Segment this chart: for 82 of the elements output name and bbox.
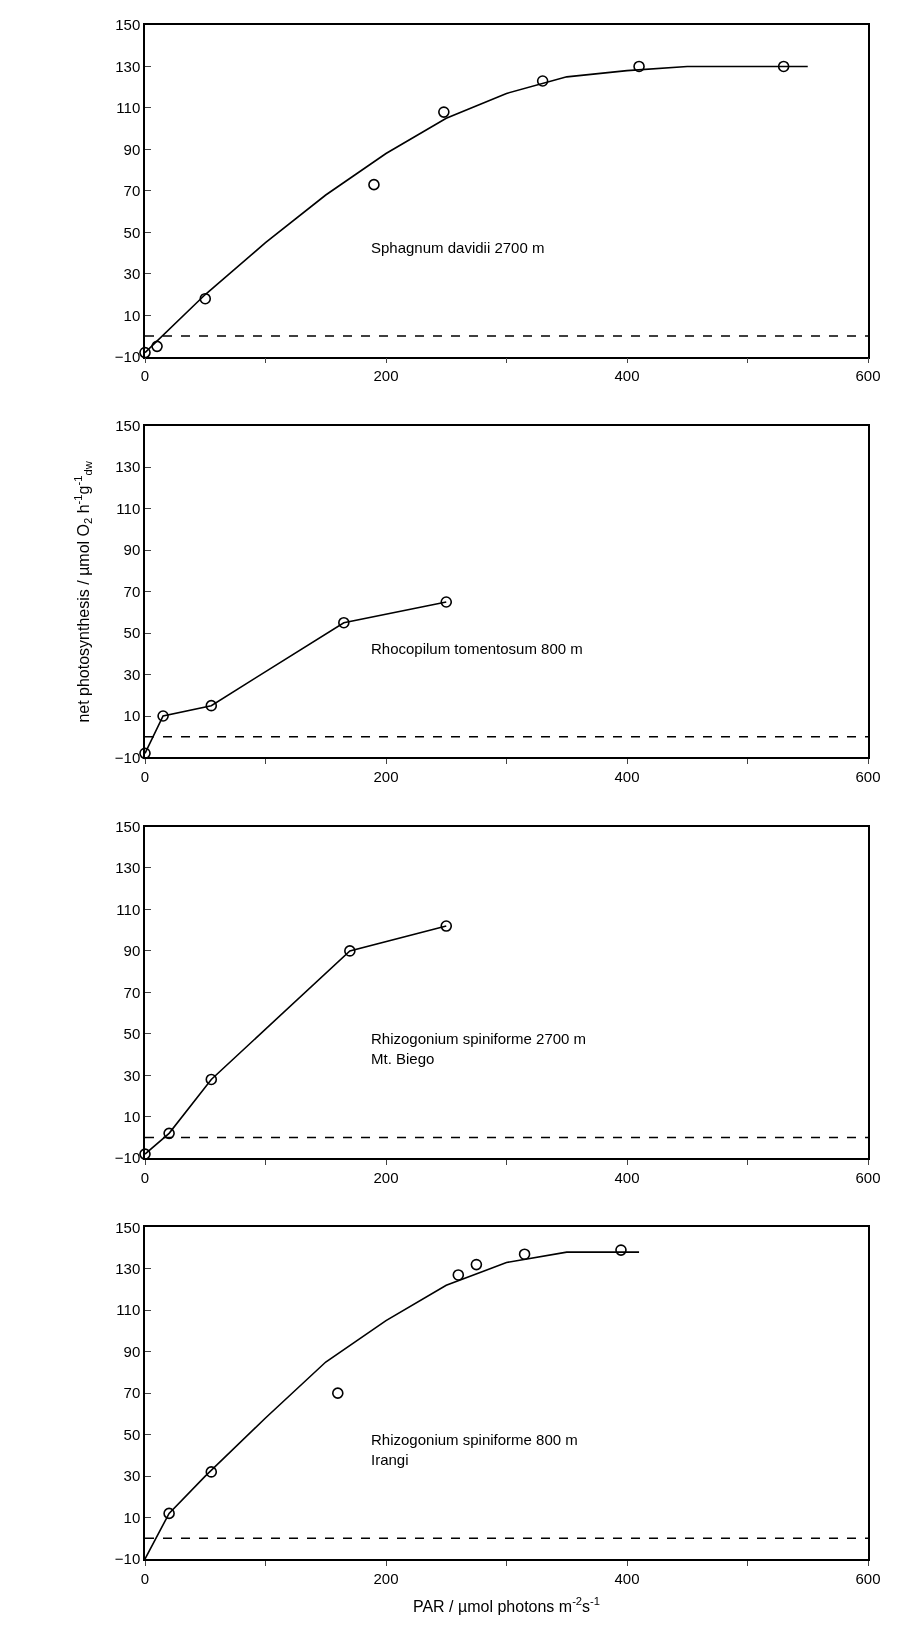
y-tick-label: 110: [116, 499, 141, 517]
x-axis-title: PAR / µmol photons m$^{-2}$s$^{-1}$: [412, 1595, 601, 1615]
y-tick-label: 70: [123, 582, 141, 600]
point: [139, 1148, 151, 1160]
x-tick-label: 600: [855, 768, 881, 786]
y-tick-label: 10: [123, 1108, 141, 1126]
point: [151, 340, 163, 353]
x-tick-label: 0: [140, 1569, 150, 1587]
x-tick-label: 200: [373, 367, 399, 385]
point: [332, 1387, 344, 1399]
point: [344, 945, 356, 957]
point: [338, 616, 350, 629]
y-tick-label: 10: [123, 707, 141, 725]
y-tick-label: 50: [123, 1425, 141, 1443]
y-tick-label: 90: [123, 541, 141, 559]
x-tick-label: 0: [140, 768, 150, 786]
point: [633, 60, 645, 73]
point: [452, 1269, 465, 1281]
y-tick-label: 70: [123, 1384, 141, 1402]
y-tick-label: 110: [116, 900, 141, 918]
point: [205, 1073, 218, 1086]
x-tick-label: 600: [855, 367, 881, 385]
point: [368, 178, 380, 191]
y-tick-label: 50: [123, 1025, 141, 1043]
y-tick-label: 150: [115, 817, 141, 835]
x-tick-label: 0: [140, 367, 150, 385]
point: [205, 1466, 218, 1478]
y-tick-label: 10: [123, 1508, 141, 1526]
point: [139, 747, 151, 760]
y-tick-label: −10: [114, 1149, 141, 1167]
annotation: Sphagnum davidii 2700 m: [371, 239, 545, 256]
point: [536, 75, 549, 87]
point: [470, 1258, 483, 1271]
point: [139, 346, 151, 359]
x-tick-label: 200: [373, 1168, 399, 1186]
point: [615, 1244, 627, 1256]
y-tick-label: 50: [123, 624, 141, 642]
y-tick-label: 30: [123, 665, 141, 683]
point: [163, 1507, 175, 1520]
x-tick-label: 0: [140, 1168, 150, 1186]
annotation: Rhizogonium spiniforme 2700 m Mt. Biego: [371, 1030, 587, 1067]
y-tick-label: −10: [114, 347, 141, 365]
point: [440, 596, 453, 608]
x-tick-label: 400: [614, 1168, 640, 1186]
x-tick-label: 200: [373, 768, 399, 786]
y-tick-label: 130: [115, 57, 141, 75]
y-tick-label: 150: [115, 16, 141, 34]
point: [205, 699, 218, 712]
point: [199, 292, 212, 305]
annotation: Rhizogonium spiniforme 800 m Irangi: [371, 1431, 578, 1468]
y-tick-label: 10: [123, 306, 141, 324]
y-tick-label: 30: [123, 265, 141, 283]
y-tick-label: 90: [123, 942, 141, 960]
x-tick-label: 600: [855, 1168, 881, 1186]
point: [518, 1248, 531, 1261]
y-tick-label: 150: [115, 1218, 141, 1236]
y-tick-label: −10: [114, 748, 141, 766]
y-tick-label: −10: [114, 1550, 141, 1568]
y-tick-label: 130: [115, 458, 141, 476]
y-tick-label: 150: [115, 417, 141, 435]
x-tick-label: 200: [373, 1569, 399, 1587]
point: [777, 60, 790, 73]
point: [157, 710, 169, 722]
annotation: Rhocopilum tomentosum 800 m: [371, 640, 583, 657]
y-tick-label: 130: [115, 1259, 141, 1277]
x-tick-label: 400: [614, 1569, 640, 1587]
x-tick-label: 400: [614, 768, 640, 786]
y-tick-label: 50: [123, 223, 141, 241]
y-tick-label: 130: [115, 859, 141, 877]
y-tick-label: 30: [123, 1066, 141, 1084]
x-tick-label: 400: [614, 367, 640, 385]
point: [438, 106, 450, 118]
point: [163, 1127, 175, 1140]
point: [440, 920, 453, 932]
y-tick-label: 110: [116, 1301, 141, 1319]
y-tick-label: 70: [123, 983, 141, 1001]
y-tick-label: 90: [123, 1342, 141, 1360]
x-tick-label: 600: [855, 1569, 881, 1587]
y-tick-label: 110: [116, 99, 141, 117]
y-tick-label: 70: [123, 182, 141, 200]
y-tick-label: 30: [123, 1467, 141, 1485]
y-tick-label: 90: [123, 140, 141, 158]
